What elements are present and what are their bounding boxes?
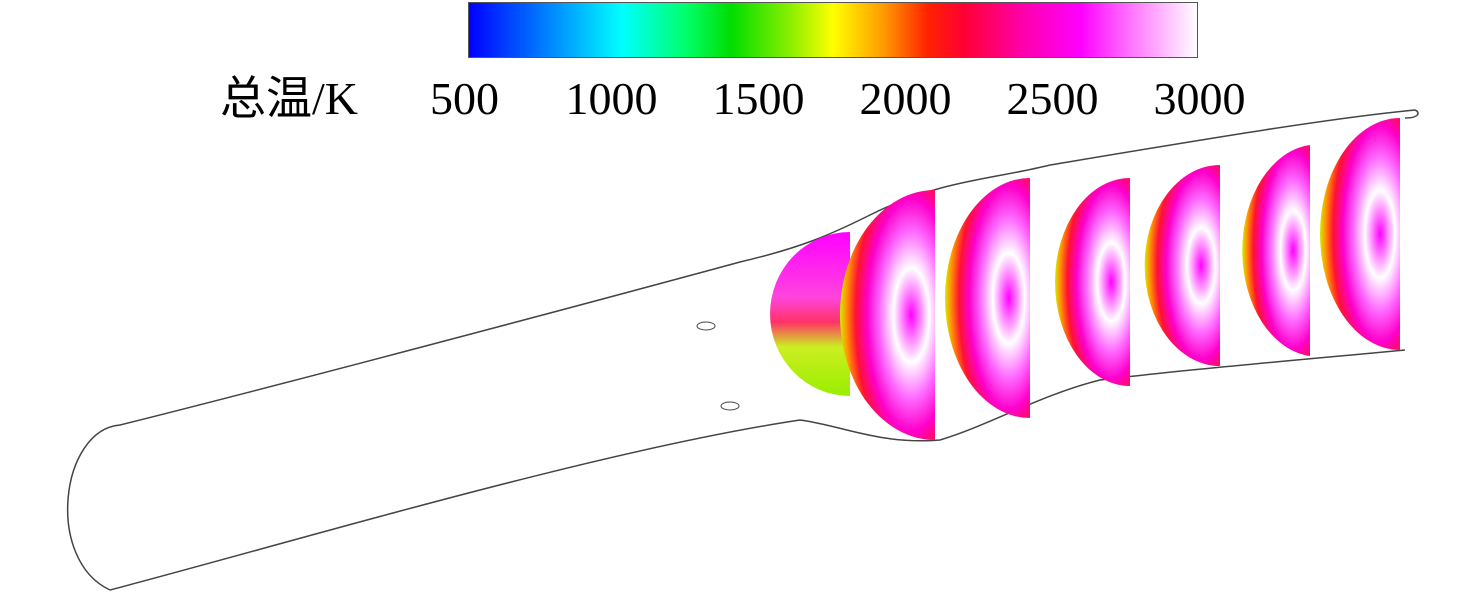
tick-label: 2000 xyxy=(859,73,952,124)
tick-label: 500 xyxy=(430,73,499,124)
tick-label: 3000 xyxy=(1153,73,1246,124)
sections xyxy=(770,118,1400,440)
section xyxy=(1320,118,1400,350)
section xyxy=(1055,178,1130,386)
tick-label: 1000 xyxy=(565,73,658,124)
colorbar xyxy=(468,2,1198,58)
hole xyxy=(720,401,740,411)
duct-outline xyxy=(66,109,1419,591)
hole xyxy=(696,321,716,331)
section xyxy=(1144,165,1220,366)
tick-label: 1500 xyxy=(712,73,805,124)
legend-ticks: 500 1000 1500 2000 2500 3000 xyxy=(391,72,1273,126)
tick-label: 2500 xyxy=(1006,73,1099,124)
section xyxy=(840,190,935,440)
section xyxy=(1242,145,1310,356)
section xyxy=(770,232,850,396)
section xyxy=(945,178,1030,418)
legend-title: 总温/K xyxy=(220,73,358,124)
